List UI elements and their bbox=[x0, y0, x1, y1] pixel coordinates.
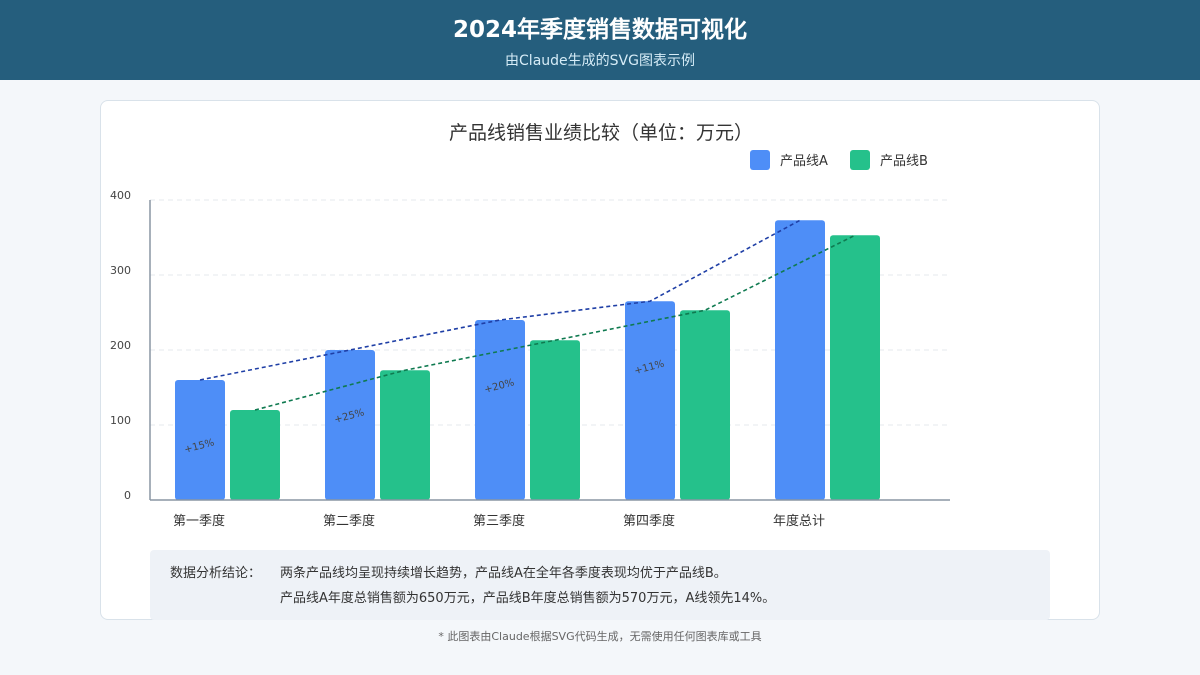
y-tick-label: 100 bbox=[110, 414, 131, 427]
y-tick-label: 300 bbox=[110, 264, 131, 277]
x-tick-label: 第四季度 bbox=[623, 513, 675, 529]
bar-产品线B bbox=[530, 340, 580, 500]
trendline-产品线A bbox=[199, 219, 801, 381]
bar-产品线B bbox=[830, 235, 880, 500]
x-tick-label: 第三季度 bbox=[473, 513, 525, 529]
footer-note: * 此图表由Claude根据SVG代码生成，无需使用任何图表库或工具 bbox=[438, 630, 762, 643]
analysis-line-2: 产品线A年度总销售额为650万元，产品线B年度总销售额为570万元，A线领先14… bbox=[280, 591, 776, 606]
bar-产品线B bbox=[230, 410, 280, 500]
y-tick-label: 400 bbox=[110, 189, 131, 202]
x-tick-label: 第二季度 bbox=[323, 513, 375, 529]
y-tick-label: 200 bbox=[110, 339, 131, 352]
bar-产品线A bbox=[175, 380, 225, 500]
bar-产品线B bbox=[680, 310, 730, 500]
bar-产品线A bbox=[775, 220, 825, 500]
x-tick-label: 年度总计 bbox=[773, 513, 825, 529]
legend-label: 产品线B bbox=[880, 154, 928, 169]
legend-swatch-产品线A bbox=[750, 150, 770, 170]
legend: 产品线A 产品线B bbox=[750, 150, 928, 170]
chart-card bbox=[100, 100, 1100, 620]
y-tick-label: 0 bbox=[124, 489, 131, 502]
bar-产品线B bbox=[380, 370, 430, 500]
bar-产品线A bbox=[625, 301, 675, 500]
page-title: 2024年季度销售数据可视化 bbox=[452, 17, 747, 43]
bar-产品线A bbox=[475, 320, 525, 500]
axes: 0 100 200 300 400 第一季度 第二季度 第三季度 第四季度 年度总计 bbox=[110, 189, 950, 529]
trendline-产品线B bbox=[254, 234, 856, 411]
analysis-box: 数据分析结论： 两条产品线均呈现持续增长趋势，产品线A在全年各季度表现均优于产品… bbox=[150, 550, 1050, 620]
bars: +15%+25%+20%+11% bbox=[175, 220, 880, 500]
bar-产品线A bbox=[325, 350, 375, 500]
analysis-label: 数据分析结论： bbox=[170, 566, 262, 581]
legend-label: 产品线A bbox=[780, 154, 828, 169]
chart-title: 产品线销售业绩比较（单位：万元） bbox=[449, 122, 753, 144]
x-tick-label: 第一季度 bbox=[173, 513, 225, 529]
legend-swatch-产品线B bbox=[850, 150, 870, 170]
page-subtitle: 由Claude生成的SVG图表示例 bbox=[505, 53, 695, 69]
analysis-line-1: 两条产品线均呈现持续增长趋势，产品线A在全年各季度表现均优于产品线B。 bbox=[280, 566, 727, 581]
trendlines bbox=[199, 219, 856, 411]
page-header: 2024年季度销售数据可视化 由Claude生成的SVG图表示例 bbox=[0, 0, 1200, 80]
